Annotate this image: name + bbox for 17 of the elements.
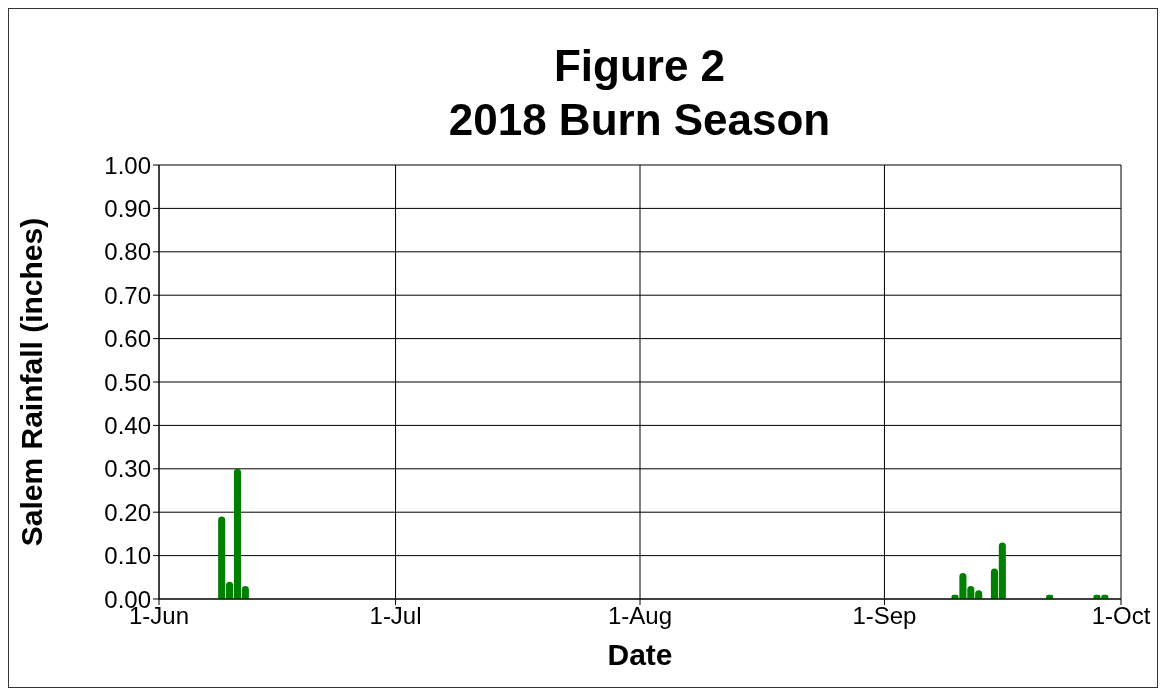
y-tick-label: 1.00 (104, 151, 151, 179)
x-tick-label: 1-Aug (607, 602, 673, 630)
y-tick-label: 0.30 (104, 455, 151, 483)
x-tick-label: 1-Sep (852, 602, 917, 630)
chart-title: Figure 2 2018 Burn Season (447, 40, 832, 146)
y-tick-label: 0.10 (104, 542, 151, 570)
y-tick-label: 0.40 (104, 411, 151, 439)
y-tick-label: 0.70 (104, 281, 151, 309)
y-tick-label: 0.90 (104, 194, 151, 222)
y-tick-label: 0.50 (104, 368, 151, 396)
y-tick-label: 0.80 (104, 238, 151, 266)
y-tick-label: 0.20 (104, 498, 151, 526)
x-tick-label: 1-Oct (1091, 602, 1151, 630)
y-axis-title: Salem Rainfall (inches) (14, 217, 48, 547)
y-tick-label: 0.60 (104, 325, 151, 353)
x-tick-label: 1-Jul (369, 602, 422, 630)
x-axis-title: Date (607, 638, 673, 671)
